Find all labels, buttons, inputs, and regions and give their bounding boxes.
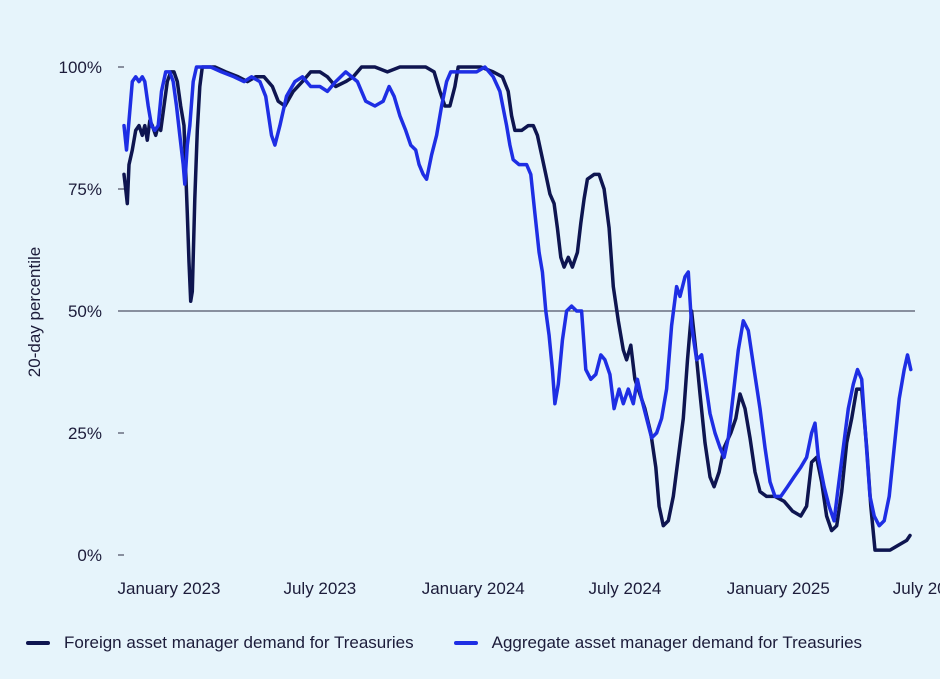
legend-label-foreign: Foreign asset manager demand for Treasur…: [64, 633, 414, 652]
legend-swatch-aggregate: [453, 641, 478, 645]
y-axis-title: 20-day percentile: [25, 247, 44, 377]
y-tick-label: 50%: [68, 302, 102, 321]
y-tick-label: 0%: [77, 546, 102, 565]
y-tick-label: 25%: [68, 424, 102, 443]
legend-item-foreign: Foreign asset manager demand for Treasur…: [26, 633, 414, 653]
legend: Foreign asset manager demand for Treasur…: [26, 633, 862, 653]
x-tick-label: January 2023: [117, 579, 220, 598]
y-tick-label: 75%: [68, 180, 102, 199]
series-line-aggregate: [122, 65, 913, 528]
x-tick-label: July 2024: [589, 579, 662, 598]
x-tick-label: January 2025: [727, 579, 830, 598]
x-tick-label: July 2023: [283, 579, 356, 598]
x-tick-label: January 2024: [422, 579, 525, 598]
legend-label-aggregate: Aggregate asset manager demand for Treas…: [491, 633, 863, 652]
series-line-foreign: [122, 65, 912, 552]
y-tick-label: 100%: [59, 58, 102, 77]
x-tick-label: July 2025: [893, 579, 940, 598]
legend-swatch-foreign: [26, 641, 50, 645]
legend-item-aggregate: Aggregate asset manager demand for Treas…: [453, 633, 863, 653]
